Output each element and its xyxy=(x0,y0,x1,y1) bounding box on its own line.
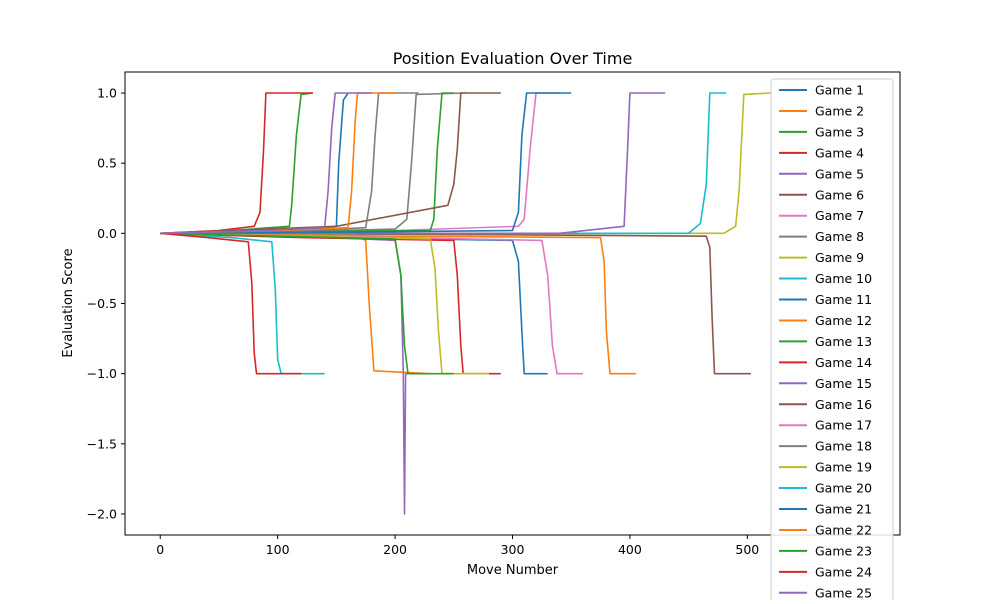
y-tick-label: −2.0 xyxy=(87,506,117,521)
series-line-2 xyxy=(160,232,431,375)
legend-label: Game 21 xyxy=(815,502,872,517)
series-line-17 xyxy=(160,232,583,375)
y-tick-label: −1.5 xyxy=(87,436,117,451)
chart-title: Position Evaluation Over Time xyxy=(393,49,633,68)
x-tick-label: 0 xyxy=(156,542,164,557)
series-line-21 xyxy=(160,92,572,235)
legend-label: Game 15 xyxy=(815,376,872,391)
legend-box xyxy=(770,78,894,604)
series-line-24 xyxy=(160,232,302,375)
series-line-15 xyxy=(160,92,666,235)
y-tick-label: −0.5 xyxy=(87,296,117,311)
legend-label: Game 4 xyxy=(815,145,864,160)
series-line-23 xyxy=(160,232,454,375)
y-axis-label: Evaluation Score xyxy=(61,248,76,357)
y-tick-label: 0.0 xyxy=(97,226,117,241)
series-line-22 xyxy=(160,92,396,235)
legend-label: Game 1 xyxy=(815,83,864,98)
legend-label: Game 12 xyxy=(815,313,872,328)
x-tick-label: 100 xyxy=(266,542,290,557)
y-tick-label: −1.0 xyxy=(87,366,117,381)
x-axis: 0 100 200 300 400 500 xyxy=(156,535,759,557)
y-tick-label: 1.0 xyxy=(97,86,117,101)
legend-label: Game 6 xyxy=(815,187,864,202)
legend: Game 1 Game 2 Game 3 Game 4 Game 5 Game 6 Game… xyxy=(770,78,894,604)
legend-label: Game 19 xyxy=(815,460,872,475)
series-line-9 xyxy=(160,92,771,235)
legend-label: Game 17 xyxy=(815,418,872,433)
legend-label: Game 10 xyxy=(815,271,872,286)
series-line-7 xyxy=(160,92,560,235)
legend-label: Game 25 xyxy=(815,585,872,600)
legend-label: Game 11 xyxy=(815,292,872,307)
legend-label: Game 5 xyxy=(815,166,864,181)
legend-label: Game 2 xyxy=(815,103,864,118)
series-line-4 xyxy=(160,92,313,235)
series-line-6 xyxy=(160,232,751,375)
series-line-14 xyxy=(160,232,501,375)
series-line-12 xyxy=(160,232,636,375)
series-line-11 xyxy=(160,232,548,375)
legend-label: Game 20 xyxy=(815,481,872,496)
x-axis-label: Move Number xyxy=(467,563,559,578)
legend-label: Game 7 xyxy=(815,208,864,223)
series-line-3 xyxy=(160,92,313,235)
legend-label: Game 14 xyxy=(815,355,872,370)
series-line-10 xyxy=(160,92,727,235)
x-tick-label: 200 xyxy=(383,542,407,557)
legend-label: Game 24 xyxy=(815,564,872,579)
legend-label: Game 23 xyxy=(815,543,872,558)
series-line-8 xyxy=(160,92,466,235)
x-tick-label: 400 xyxy=(618,542,642,557)
series-line-25 xyxy=(160,92,372,235)
x-tick-label: 500 xyxy=(735,542,759,557)
legend-label: Game 3 xyxy=(815,124,864,139)
y-tick-label: 0.5 xyxy=(97,156,117,171)
legend-label: Game 18 xyxy=(815,439,872,454)
series-line-20 xyxy=(160,232,325,375)
legend-label: Game 8 xyxy=(815,229,864,244)
legend-label: Game 16 xyxy=(815,397,872,412)
y-axis: 1.0 0.5 0.0 −0.5 −1.0 −1.5 −2.0 xyxy=(87,86,125,521)
legend-label: Game 9 xyxy=(815,250,864,265)
series-line-18 xyxy=(160,92,419,235)
series-lines xyxy=(160,92,771,515)
series-line-19 xyxy=(160,232,489,375)
series-line-1 xyxy=(160,92,349,235)
series-line-16 xyxy=(160,92,501,235)
legend-label: Game 22 xyxy=(815,522,872,537)
x-tick-label: 300 xyxy=(501,542,525,557)
legend-label: Game 13 xyxy=(815,334,872,349)
